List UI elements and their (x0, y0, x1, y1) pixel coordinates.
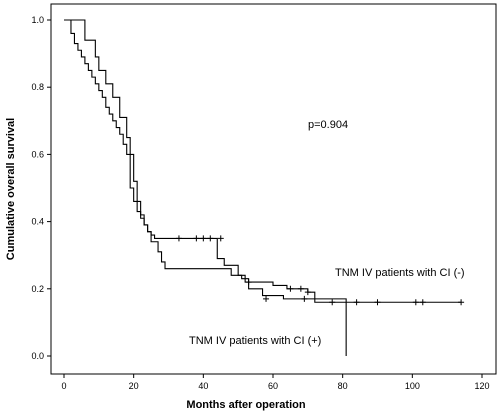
x-tick-label: 60 (268, 381, 278, 391)
x-tick-label: 80 (338, 381, 348, 391)
x-axis-title: Months after operation (186, 399, 305, 411)
censor-mark (287, 285, 294, 292)
x-tick-label: 120 (474, 381, 489, 391)
curve-layer (64, 19, 462, 356)
censor-mark (175, 235, 182, 242)
x-tick-label: 0 (61, 381, 66, 391)
tick-layer: 0 20 40 60 80 100 120 0.0 0.2 0.4 0.6 0.8 1.0 (31, 15, 489, 391)
y-tick-label: 0.6 (31, 149, 44, 159)
censor-mark (297, 285, 304, 292)
censor-mark (304, 289, 311, 296)
censor-layer (175, 235, 465, 306)
censor-mark (263, 295, 270, 302)
y-axis-title: Cumulative overall survival (5, 118, 17, 260)
x-tick-label: 100 (405, 381, 420, 391)
survival-curve-ci-neg (64, 19, 462, 303)
survival-curve-ci-pos (64, 19, 347, 356)
p-value-annotation: p=0.904 (308, 119, 348, 131)
censor-mark (458, 299, 465, 306)
x-tick-label: 40 (198, 381, 208, 391)
censor-mark (207, 235, 214, 242)
censor-mark (412, 299, 419, 306)
censor-mark (193, 235, 200, 242)
censor-mark (301, 295, 308, 302)
censor-mark (353, 299, 360, 306)
x-tick-label: 20 (129, 381, 139, 391)
plot-frame (50, 3, 497, 375)
ci-pos-series-label: TNM IV patients with CI (+) (189, 335, 321, 347)
y-tick-label: 0.8 (31, 82, 44, 92)
censor-mark (329, 299, 336, 306)
ci-neg-series-label: TNM IV patients with CI (-) (335, 267, 465, 279)
censor-mark (200, 235, 207, 242)
censor-mark (245, 279, 252, 286)
y-tick-label: 1.0 (31, 15, 44, 25)
y-tick-label: 0.2 (31, 284, 44, 294)
axes (50, 3, 497, 375)
censor-mark (374, 299, 381, 306)
censor-mark (419, 299, 426, 306)
y-tick-label: 0.0 (31, 351, 44, 361)
censor-mark (217, 235, 224, 242)
y-tick-label: 0.4 (31, 217, 44, 227)
